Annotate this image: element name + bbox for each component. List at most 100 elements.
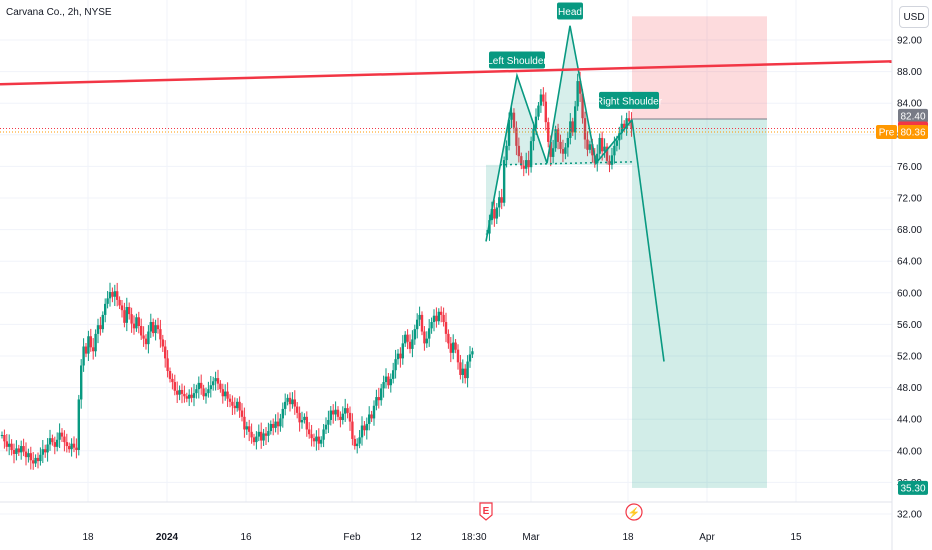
pre-gap-candle — [87, 336, 90, 354]
pre-gap-candle — [75, 447, 78, 451]
pre-gap-candle — [442, 314, 445, 323]
pre-gap-candle — [185, 396, 188, 399]
pre-gap-candle — [200, 382, 203, 389]
price-tick-label: 92.00 — [897, 36, 922, 47]
pre-gap-candle — [382, 382, 385, 389]
pre-gap-candle — [70, 443, 73, 450]
pre-gap-candle — [34, 457, 37, 464]
pre-gap-candle — [444, 322, 448, 334]
post-gap-candle — [598, 137, 601, 154]
pre-gap-candle — [84, 346, 88, 354]
pre-gap-candle — [432, 315, 436, 323]
pre-gap-candle — [168, 371, 172, 379]
pre-gap-candle — [15, 448, 18, 454]
time-axis[interactable]: 18 2024 16 Feb 12 18:30 Mar 18 Apr 15 — [0, 501, 892, 543]
pre-gap-candle — [101, 314, 104, 330]
pre-gap-candle — [226, 391, 229, 399]
pre-gap-candle — [180, 389, 184, 394]
pre-gap-candle — [161, 339, 164, 347]
post-gap-candle — [625, 118, 628, 129]
post-gap-candle — [623, 123, 626, 129]
pre-gap-candle — [8, 443, 11, 447]
pre-gap-candle — [255, 436, 258, 443]
pre-gap-candle — [32, 460, 35, 464]
pre-gap-candle — [449, 343, 452, 353]
post-gap-candle — [490, 209, 494, 221]
neckline — [499, 161, 635, 166]
time-tick-label: Apr — [699, 532, 715, 543]
pre-gap-candle — [128, 307, 131, 315]
pre-gap-candle — [82, 346, 85, 366]
pre-gap-candle — [411, 339, 414, 349]
pre-gap-candle — [159, 329, 162, 340]
pre-gap-candle — [437, 311, 440, 322]
take-profit-zone — [632, 119, 767, 488]
pre-gap-candle — [20, 446, 23, 453]
pre-gap-candle — [89, 336, 92, 348]
price-tag-prefix-box — [876, 124, 897, 139]
pre-gap-candle — [137, 317, 140, 326]
post-gap-candle — [569, 121, 572, 138]
post-gap-candle — [608, 160, 611, 165]
pre-gap-candle — [380, 388, 383, 401]
pre-gap-candle — [10, 443, 13, 451]
short-position-tool[interactable] — [632, 16, 767, 488]
pre-gap-candle — [370, 414, 373, 419]
pre-gap-candle — [195, 389, 198, 394]
time-tick-label: 2024 — [156, 532, 179, 543]
pre-gap-candle — [221, 389, 224, 397]
pre-gap-candle — [192, 393, 196, 398]
symbol-title: Carvana Co., 2h, NYSE — [6, 7, 112, 18]
pre-gap-candle — [332, 410, 335, 415]
pre-gap-candle — [269, 423, 272, 432]
price-tick-label: 72.00 — [897, 194, 922, 205]
post-gap-candle — [510, 112, 513, 120]
pre-gap-candle — [176, 390, 179, 395]
price-tag-text: 80.36 — [900, 127, 925, 138]
pre-gap-candle — [147, 331, 150, 345]
pre-gap-candle — [94, 333, 97, 352]
pattern-drawings[interactable]: Left Shoulder Head Right Shoulder — [0, 2, 893, 362]
pre-gap-candle — [72, 443, 76, 448]
currency-button[interactable]: USD — [899, 6, 929, 28]
price-tick-label: 84.00 — [897, 99, 922, 110]
pre-gap-candle — [401, 343, 404, 359]
pre-gap-candle — [252, 437, 256, 443]
post-gap-candle — [544, 101, 547, 123]
pre-gap-candle — [308, 429, 311, 435]
post-gap-candle — [532, 128, 535, 142]
price-tick-label: 48.00 — [897, 383, 922, 394]
post-gap-candle — [522, 165, 525, 169]
projection-line — [631, 119, 665, 362]
price-tick-label: 68.00 — [897, 225, 922, 236]
pre-gap-candle — [372, 405, 376, 419]
post-gap-candle — [554, 129, 557, 149]
event-markers[interactable]: E ⚡ — [479, 502, 643, 521]
pre-gap-candle — [454, 342, 457, 350]
pre-gap-candle — [324, 424, 328, 430]
pre-gap-candle — [351, 421, 354, 439]
post-gap-candle — [495, 207, 498, 219]
price-tag-text: 82.40 — [900, 111, 925, 122]
pre-gap-candle — [428, 328, 431, 339]
pre-gap-candle — [461, 368, 464, 375]
pre-gap-candle — [104, 303, 107, 315]
pre-gap-candle — [108, 292, 112, 299]
post-gap-candle — [576, 81, 579, 107]
pre-gap-candle — [310, 434, 313, 439]
pre-gap-candle — [17, 448, 20, 453]
pre-gap-candle — [250, 431, 253, 438]
pre-gap-candle — [118, 299, 121, 306]
pre-gap-candle — [0, 435, 4, 436]
post-gap-candle — [574, 106, 577, 133]
pre-gap-candle — [466, 361, 469, 379]
post-gap-candle — [515, 127, 518, 146]
post-gap-candle — [512, 112, 516, 128]
pattern-label-box — [557, 2, 583, 20]
pre-gap-candle — [336, 409, 340, 417]
pre-gap-candle — [399, 353, 402, 359]
pre-gap-candle — [262, 433, 265, 441]
